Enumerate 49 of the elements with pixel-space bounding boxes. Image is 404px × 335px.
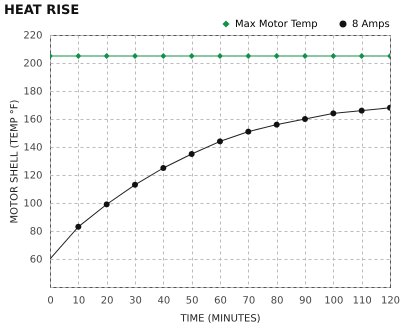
point [104, 53, 110, 59]
y-tick-label: 200 [23, 58, 42, 70]
x-tick-label: 30 [129, 296, 142, 306]
point [188, 151, 195, 157]
point [160, 53, 166, 59]
x-tick-label: 0 [47, 296, 54, 306]
point [358, 108, 365, 114]
point [75, 224, 82, 230]
x-tick-label: 10 [72, 296, 86, 306]
y-tick-label: 140 [23, 142, 42, 154]
point [302, 53, 308, 59]
x-tick-label: 80 [270, 296, 284, 306]
point [245, 53, 252, 59]
y-tick-label: 220 [23, 30, 42, 42]
y-axis-title: MOTOR SHELL (TEMP °F) [9, 99, 20, 224]
y-tick-label: 160 [23, 114, 42, 126]
point [330, 110, 336, 116]
chart-title: HEAT RISE [4, 3, 80, 18]
y-tick-label: 100 [23, 198, 42, 210]
point [358, 53, 365, 59]
point [75, 53, 82, 59]
x-axis-title: TIME (MINUTES) [179, 314, 261, 324]
x-tick-label: 50 [186, 296, 199, 306]
y-tick-label: 180 [23, 86, 42, 98]
x-tick-label: 120 [380, 296, 400, 306]
point [302, 116, 308, 122]
point [274, 53, 280, 59]
x-tick-label: 110 [352, 296, 372, 306]
point [217, 53, 223, 59]
x-tick-label: 60 [214, 296, 227, 306]
x-tick-label: 40 [157, 296, 170, 306]
legend-label: Max Motor Temp [235, 19, 318, 30]
point [104, 201, 110, 208]
legend-label: 8 Amps [352, 19, 390, 30]
point [132, 182, 138, 188]
x-tick-label: 100 [324, 296, 344, 306]
y-tick-label: 60 [30, 254, 42, 266]
x-tick-label: 90 [299, 296, 312, 306]
x-tick-label: 20 [100, 296, 114, 306]
point [245, 128, 252, 135]
point [160, 165, 166, 171]
point [132, 53, 138, 59]
x-tick-label: 70 [242, 296, 256, 306]
point [217, 138, 223, 144]
point [330, 53, 336, 59]
y-tick-label: 80 [30, 226, 42, 238]
y-tick-label: 120 [23, 170, 42, 182]
point [274, 122, 280, 128]
point [188, 53, 195, 59]
